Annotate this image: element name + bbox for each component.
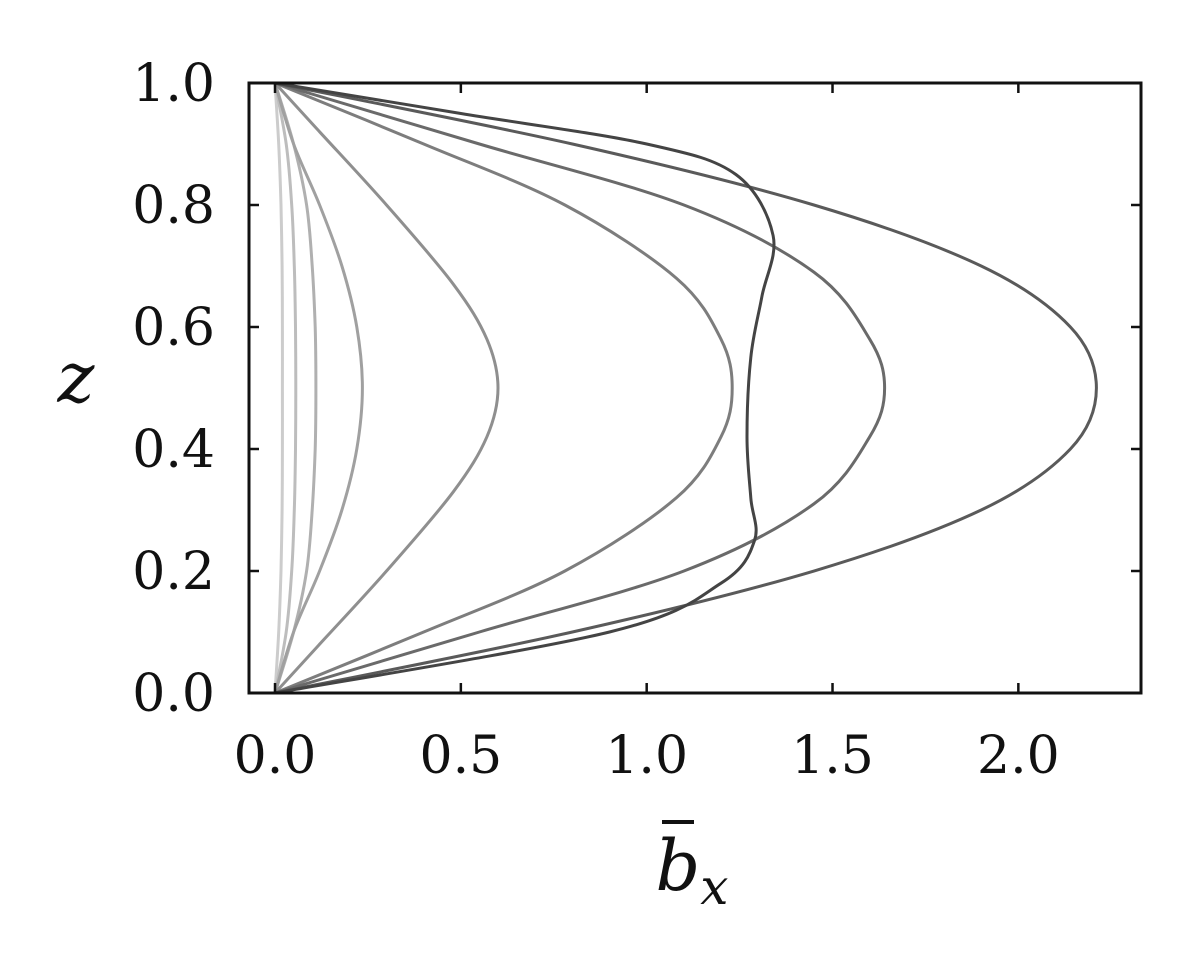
y-tick-label-0: 0.0 xyxy=(132,664,215,724)
x-axis-label-main: b xyxy=(655,825,700,907)
series-layer xyxy=(273,81,1098,695)
x-axis-label: bx xyxy=(655,825,728,916)
y-tick-label-2: 0.4 xyxy=(132,420,215,480)
series-line-3 xyxy=(273,82,318,694)
x-tick-label-4: 2.0 xyxy=(977,726,1060,786)
series-line-8 xyxy=(274,81,1098,695)
y-axis-label: z xyxy=(57,337,96,419)
series-line-2 xyxy=(273,82,298,694)
x-tick-label-2: 1.0 xyxy=(605,726,688,786)
y-tick-label-5: 1.0 xyxy=(132,54,215,114)
axes-layer: 0.0 0.5 1.0 1.5 2.0 0.0 0.2 0.4 0.6 0.8 1.0 xyxy=(132,54,1143,786)
y-tick-label-4: 0.8 xyxy=(132,176,215,236)
series-line-9 xyxy=(274,81,776,695)
series-line-5 xyxy=(273,81,500,695)
series-line-1 xyxy=(273,82,284,694)
plot-frame xyxy=(247,81,1143,695)
series-line-6 xyxy=(274,81,734,695)
y-tick-label-3: 0.6 xyxy=(132,298,215,358)
x-axis-label-subscript: x xyxy=(700,858,728,916)
y-tick-label-1: 0.2 xyxy=(132,542,215,602)
x-tick-label-3: 1.5 xyxy=(791,726,874,786)
series-line-7 xyxy=(274,81,887,695)
x-tick-label-0: 0.0 xyxy=(234,726,317,786)
x-tick-label-1: 0.5 xyxy=(419,726,502,786)
series-line-4 xyxy=(273,82,364,694)
